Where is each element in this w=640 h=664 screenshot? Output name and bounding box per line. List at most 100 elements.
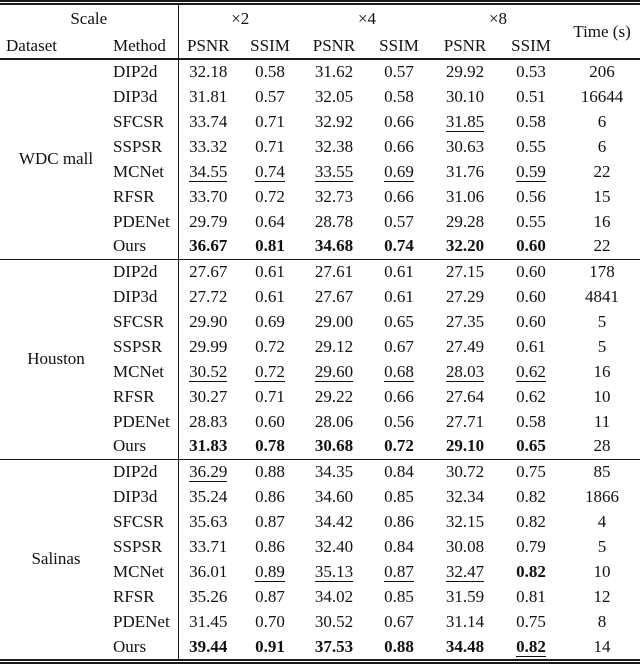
psnr-cell: 32.38 bbox=[302, 134, 366, 159]
metric-value: 32.47 bbox=[445, 561, 485, 582]
table-row: RFSR 30.27 0.71 29.22 0.66 27.64 0.62 10 bbox=[0, 384, 640, 409]
ssim-cell: 0.51 bbox=[498, 84, 564, 109]
psnr-cell: 29.92 bbox=[432, 59, 498, 84]
metric-value: 0.65 bbox=[384, 311, 414, 331]
metric-value: 27.35 bbox=[445, 311, 485, 331]
metric-value: 31.83 bbox=[189, 436, 228, 456]
method-cell: DIP2d bbox=[112, 258, 179, 284]
ssim-cell: 0.70 bbox=[238, 609, 302, 634]
psnr-cell: 32.05 bbox=[302, 84, 366, 109]
metric-value: 0.60 bbox=[255, 411, 285, 431]
metric-value: 0.60 bbox=[516, 261, 546, 281]
psnr-cell: 32.92 bbox=[302, 109, 366, 134]
ssim-cell: 0.69 bbox=[238, 309, 302, 334]
method-header: Method bbox=[112, 33, 179, 60]
metric-value: 0.91 bbox=[255, 636, 285, 656]
metric-value: 0.86 bbox=[255, 536, 285, 556]
metric-value: 31.76 bbox=[445, 161, 485, 181]
method-cell: RFSR bbox=[112, 184, 179, 209]
metric-value: 0.70 bbox=[255, 611, 285, 631]
table-row: MCNet 34.55 0.74 33.55 0.69 31.76 0.59 22 bbox=[0, 159, 640, 184]
psnr-cell: 34.68 bbox=[302, 234, 366, 259]
metric-value: 32.34 bbox=[445, 486, 485, 506]
metric-value: 29.00 bbox=[314, 311, 354, 331]
dataset-header: Dataset bbox=[0, 33, 112, 60]
time-cell: 6 bbox=[597, 136, 607, 156]
psnr-x8-header: PSNR bbox=[432, 33, 499, 60]
metric-value: 27.15 bbox=[445, 261, 485, 281]
ssim-cell: 0.86 bbox=[238, 534, 302, 559]
metric-value: 32.38 bbox=[314, 136, 354, 156]
metric-value: 30.27 bbox=[189, 386, 228, 406]
metric-value: 34.48 bbox=[445, 636, 485, 656]
metric-value: 0.84 bbox=[384, 536, 414, 556]
metric-value: 35.63 bbox=[189, 511, 228, 531]
metric-value: 0.62 bbox=[516, 361, 546, 382]
metric-value: 33.74 bbox=[189, 111, 228, 131]
metric-value: 0.60 bbox=[516, 236, 546, 256]
scale-x2-header: ×2 bbox=[231, 9, 250, 28]
time-cell: 8 bbox=[597, 611, 607, 631]
table-row: MCNet 30.52 0.72 29.60 0.68 28.03 0.62 16 bbox=[0, 359, 640, 384]
metric-value: 30.63 bbox=[445, 136, 485, 156]
method-cell: DIP3d bbox=[112, 284, 179, 309]
metric-value: 29.79 bbox=[189, 211, 228, 231]
method-cell: Ours bbox=[112, 634, 179, 659]
metric-value: 27.72 bbox=[189, 286, 228, 306]
ssim-cell: 0.66 bbox=[366, 184, 432, 209]
ssim-cell: 0.84 bbox=[366, 534, 432, 559]
psnr-cell: 34.55 bbox=[178, 159, 238, 184]
psnr-cell: 36.67 bbox=[178, 234, 238, 259]
psnr-cell: 29.99 bbox=[178, 334, 238, 359]
metric-value: 0.87 bbox=[255, 511, 285, 531]
metric-value: 0.66 bbox=[384, 111, 414, 131]
method-cell: MCNet bbox=[112, 559, 179, 584]
psnr-cell: 28.03 bbox=[432, 359, 498, 384]
ssim-cell: 0.58 bbox=[498, 109, 564, 134]
psnr-cell: 34.35 bbox=[302, 458, 367, 484]
ssim-x2-header: SSIM bbox=[238, 33, 303, 60]
metric-value: 36.67 bbox=[189, 236, 228, 256]
psnr-x4-header: PSNR bbox=[302, 33, 367, 60]
ssim-cell: 0.68 bbox=[366, 359, 432, 384]
results-table: Scale ×2 ×4 ×8 Time (s) Dataset Method P… bbox=[0, 5, 640, 659]
metric-value: 0.87 bbox=[384, 561, 414, 582]
ssim-cell: 0.58 bbox=[366, 84, 432, 109]
ssim-cell: 0.71 bbox=[238, 134, 302, 159]
metric-value: 0.82 bbox=[516, 511, 546, 531]
psnr-cell: 27.15 bbox=[432, 258, 499, 284]
time-header: Time (s) bbox=[564, 5, 640, 60]
time-cell: 178 bbox=[564, 258, 640, 284]
psnr-cell: 34.60 bbox=[302, 484, 366, 509]
metric-value: 35.24 bbox=[189, 486, 228, 506]
ssim-cell: 0.79 bbox=[498, 534, 564, 559]
time-cell: 14 bbox=[593, 636, 611, 656]
metric-value: 35.13 bbox=[314, 561, 354, 582]
metric-value: 0.84 bbox=[384, 461, 414, 481]
psnr-cell: 27.61 bbox=[302, 258, 367, 284]
psnr-cell: 39.44 bbox=[178, 634, 238, 659]
ssim-cell: 0.72 bbox=[238, 334, 302, 359]
metric-value: 0.61 bbox=[255, 261, 285, 281]
time-cell: 1866 bbox=[585, 486, 620, 506]
dataset-cell: WDC mall bbox=[18, 149, 94, 169]
ssim-cell: 0.86 bbox=[238, 484, 302, 509]
ssim-cell: 0.66 bbox=[366, 384, 432, 409]
metric-value: 34.42 bbox=[314, 511, 354, 531]
metric-value: 0.61 bbox=[384, 261, 414, 281]
metric-value: 29.90 bbox=[189, 311, 228, 331]
metric-value: 0.69 bbox=[255, 311, 285, 331]
ssim-cell: 0.78 bbox=[238, 434, 302, 459]
psnr-cell: 34.42 bbox=[302, 509, 366, 534]
ssim-cell: 0.62 bbox=[498, 359, 564, 384]
ssim-cell: 0.72 bbox=[366, 434, 432, 459]
metric-value: 30.68 bbox=[314, 436, 354, 456]
metric-value: 0.86 bbox=[255, 486, 285, 506]
psnr-cell: 28.83 bbox=[178, 409, 238, 434]
ssim-cell: 0.74 bbox=[366, 234, 432, 259]
time-cell: 10 bbox=[593, 561, 611, 581]
metric-value: 0.82 bbox=[516, 636, 546, 657]
metric-value: 0.72 bbox=[255, 186, 285, 206]
ssim-cell: 0.87 bbox=[238, 509, 302, 534]
metric-value: 31.14 bbox=[445, 611, 485, 631]
